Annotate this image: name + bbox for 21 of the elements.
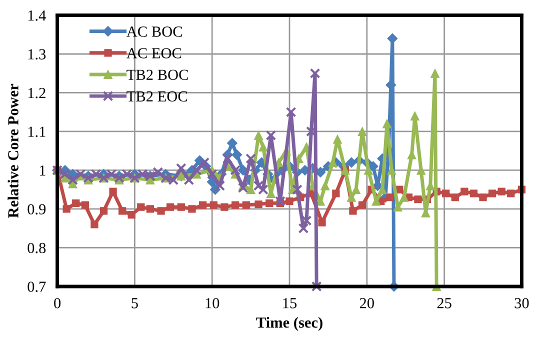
legend-label: AC BOC [126,26,182,37]
x-axis-title: Time (sec) [256,316,322,331]
legend-label: AC EOC [126,48,182,58]
x-tick-label: 5 [132,298,138,308]
legend-label: TB2 BOC [126,70,188,80]
x-tick-label: 10 [206,298,220,308]
x-tick-label: 25 [437,298,452,308]
x-tick-label: 20 [360,298,374,308]
y-tick-label: 0.7 [28,282,46,292]
y-tick-label: 1.4 [28,10,46,21]
y-tick-label: 1.2 [28,88,46,98]
y-axis-title: Relative Core Power [8,84,18,218]
x-tick-label: 30 [514,298,529,308]
y-tick-label: 1.3 [28,49,46,60]
y-tick-label: 0.8 [28,242,46,254]
y-tick-label: 0.9 [28,204,46,214]
legend-label: TB2 EOC [126,91,188,102]
x-tick-label: 15 [283,298,297,308]
y-tick-label: 1 [40,165,46,176]
x-tick-label: 0 [54,298,61,308]
y-tick-label: 1.1 [28,126,46,137]
